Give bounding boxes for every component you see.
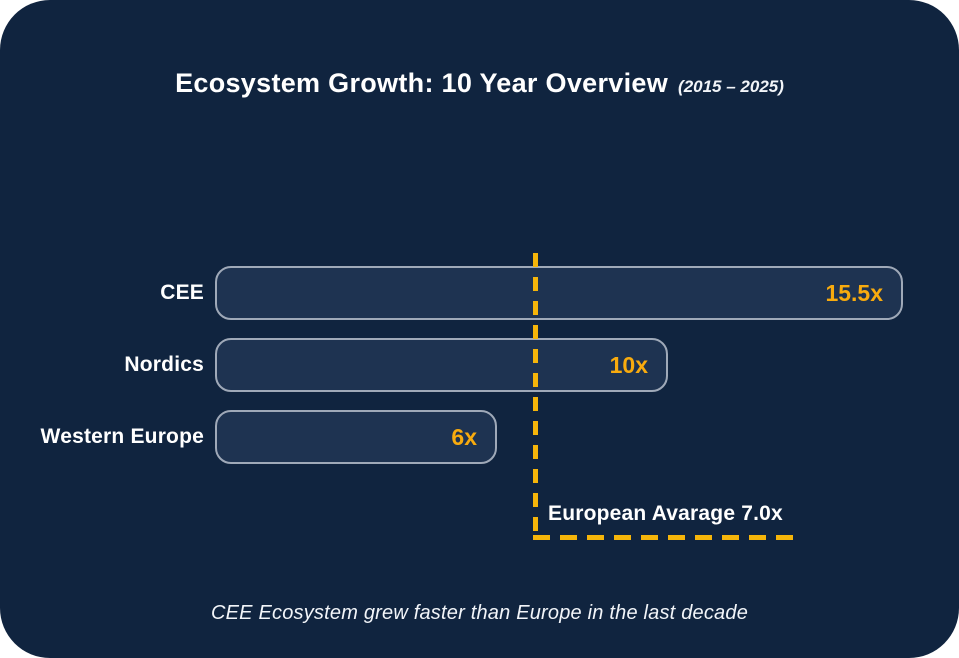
bar-label-cee: CEE xyxy=(160,281,204,304)
bar-row-cee: CEE 15.5x xyxy=(0,266,959,320)
chart-title: Ecosystem Growth: 10 Year Overview (2015 … xyxy=(0,68,959,99)
bar-label-western-europe: Western Europe xyxy=(40,425,204,448)
bar-row-western-europe: Western Europe 6x xyxy=(0,410,959,464)
bar-nordics: 10x xyxy=(215,338,668,392)
average-reference-label: European Avarage 7.0x xyxy=(548,502,783,525)
bar-cee: 15.5x xyxy=(215,266,903,320)
bar-value-western-europe: 6x xyxy=(451,423,477,450)
average-reference-line-vertical xyxy=(533,253,538,540)
chart-caption: CEE Ecosystem grew faster than Europe in… xyxy=(210,602,749,624)
bar-value-cee: 15.5x xyxy=(825,279,883,306)
bar-label-nordics: Nordics xyxy=(124,353,204,376)
bar-value-nordics: 10x xyxy=(609,351,648,378)
chart-title-period: (2015 – 2025) xyxy=(678,77,784,96)
bar-western-europe: 6x xyxy=(215,410,497,464)
chart-title-main: Ecosystem Growth: 10 Year Overview xyxy=(175,68,669,98)
average-reference-line-horizontal xyxy=(533,535,801,540)
bar-row-nordics: Nordics 10x xyxy=(0,338,959,392)
